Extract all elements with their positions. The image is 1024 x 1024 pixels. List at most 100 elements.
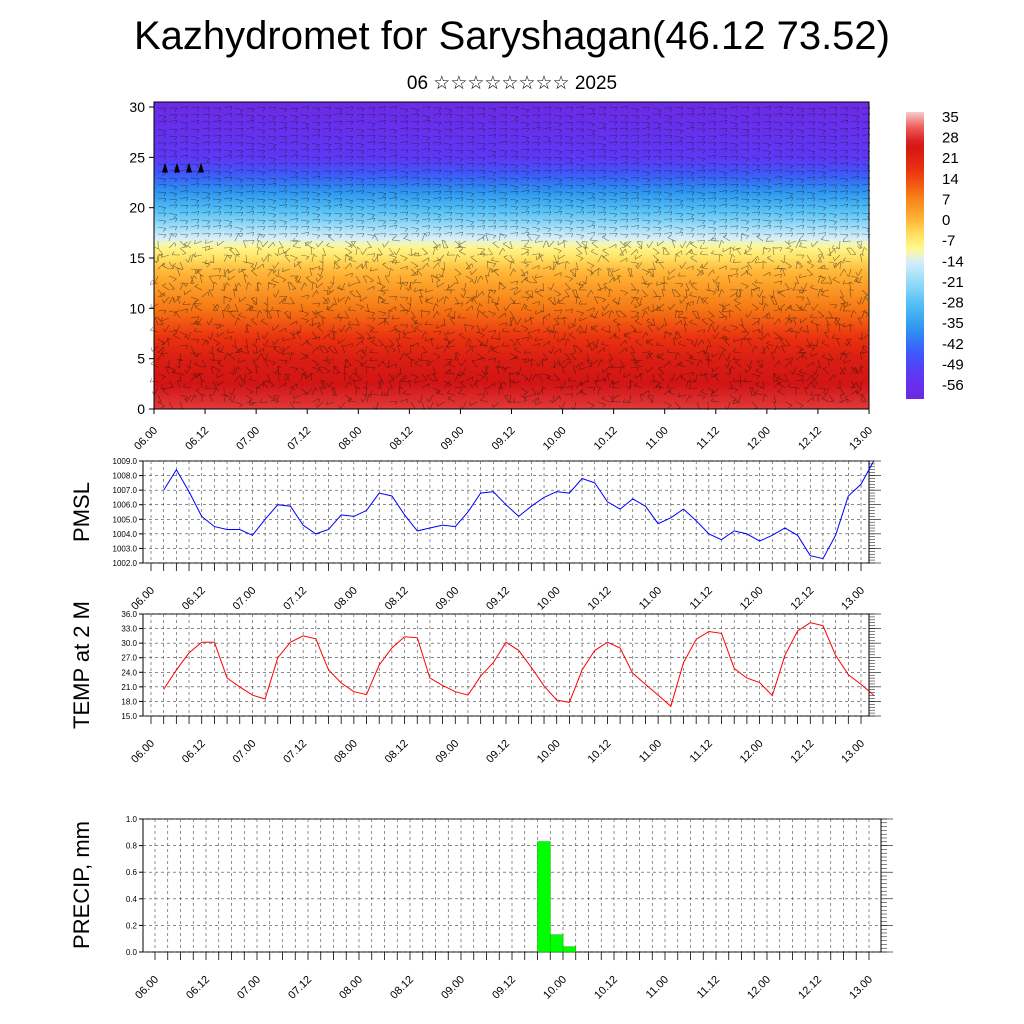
wind-arrow-marker bbox=[174, 162, 180, 173]
x-tick-label: 10.00 bbox=[535, 585, 563, 613]
pmsl-line bbox=[163, 460, 875, 560]
temp-line bbox=[163, 622, 875, 708]
y-tick-label: 1009.0 bbox=[113, 457, 138, 466]
x-tick-label: 09.12 bbox=[490, 974, 518, 1002]
x-tick-label: 07.00 bbox=[234, 425, 262, 453]
x-tick-label: 09.00 bbox=[439, 425, 467, 453]
precip-bar bbox=[550, 934, 564, 953]
x-tick-label: 07.12 bbox=[281, 585, 309, 613]
colorbar-label: 35 bbox=[942, 109, 959, 126]
y-tick-label: 0.2 bbox=[126, 921, 138, 930]
colorbar-label: 7 bbox=[942, 191, 950, 208]
x-tick-label: 12.12 bbox=[788, 585, 816, 613]
x-tick-label: 07.00 bbox=[231, 738, 259, 766]
x-tick-label: 07.12 bbox=[285, 425, 313, 453]
x-tick-label: 08.12 bbox=[388, 974, 416, 1002]
x-tick-label: 08.00 bbox=[337, 974, 365, 1002]
colorbar-label: 14 bbox=[942, 171, 959, 188]
y-tick-label: 1006.0 bbox=[113, 501, 138, 510]
temp-panel: 15.0 18.0 21.0 24.0 27.0 30.0 33.0 36.0 06.00 06.… bbox=[69, 601, 881, 766]
x-tick-label: 09.00 bbox=[433, 738, 461, 766]
y-tick-label: 0.6 bbox=[126, 868, 138, 877]
y-tick-label: 1004.0 bbox=[113, 530, 138, 539]
y-tick-label: 0.8 bbox=[126, 842, 138, 851]
colorbar-label: -35 bbox=[942, 315, 964, 332]
x-tick-label: 12.12 bbox=[788, 738, 816, 766]
x-tick-label: 13.00 bbox=[847, 425, 875, 453]
colorbar bbox=[906, 112, 924, 399]
x-tick-label: 11.12 bbox=[695, 425, 722, 452]
x-tick-label: 13.00 bbox=[847, 974, 875, 1002]
y-tick-label: 36.0 bbox=[121, 610, 137, 619]
wind-barbs bbox=[149, 105, 871, 411]
x-tick-label: 06.00 bbox=[133, 974, 161, 1002]
x-tick-label: 08.12 bbox=[388, 425, 416, 453]
x-tick-label: 11.00 bbox=[637, 585, 664, 612]
y-tick-label: 18.0 bbox=[121, 697, 137, 706]
x-tick-label: 08.00 bbox=[332, 585, 360, 613]
x-tick-label: 11.12 bbox=[688, 585, 715, 612]
colorbar-label: -42 bbox=[942, 336, 964, 353]
colorbar-label: 0 bbox=[942, 212, 950, 229]
x-tick-label: 11.12 bbox=[695, 974, 722, 1001]
y-tick-label: 1.0 bbox=[126, 815, 138, 824]
x-tick-label: 06.12 bbox=[180, 738, 208, 766]
y-tick-label: 10 bbox=[129, 300, 145, 316]
x-tick-label: 13.00 bbox=[839, 738, 867, 766]
x-tick-label: 07.12 bbox=[286, 974, 314, 1002]
pmsl-panel: 1002.0 1003.0 1004.0 1005.0 1006.0 1007.0 1008… bbox=[69, 457, 881, 613]
x-tick-label: 07.12 bbox=[281, 738, 309, 766]
y-tick-label: 24.0 bbox=[121, 668, 137, 677]
y-axis-title: PMSL bbox=[69, 482, 94, 542]
x-tick-label: 10.12 bbox=[592, 974, 620, 1002]
y-axis-title: TEMP at 2 M bbox=[69, 601, 94, 729]
x-tick-label: 10.12 bbox=[586, 738, 614, 766]
y-tick-label: 1008.0 bbox=[113, 472, 138, 481]
y-tick-label: 5 bbox=[137, 351, 145, 367]
y-tick-label: 1007.0 bbox=[113, 486, 138, 495]
y-tick-label: 21.0 bbox=[121, 683, 137, 692]
precip-bar bbox=[562, 946, 577, 953]
colorbar-label: 28 bbox=[942, 130, 959, 147]
x-tick-label: 12.00 bbox=[738, 738, 766, 766]
x-tick-label: 12.12 bbox=[796, 974, 824, 1002]
colorbar-label: -28 bbox=[942, 295, 964, 312]
x-tick-label: 11.12 bbox=[688, 738, 715, 765]
x-tick-label: 08.12 bbox=[383, 585, 411, 613]
y-tick-label: 0.0 bbox=[126, 948, 138, 957]
y-tick-label: 15.0 bbox=[121, 712, 137, 721]
precip-bar bbox=[537, 841, 551, 953]
x-tick-label: 12.00 bbox=[745, 425, 773, 453]
x-tick-label: 12.00 bbox=[745, 974, 773, 1002]
colorbar-label: -56 bbox=[942, 377, 964, 394]
x-tick-label: 11.00 bbox=[637, 738, 664, 765]
x-tick-label: 09.12 bbox=[484, 585, 512, 613]
x-tick-label: 06.00 bbox=[132, 425, 160, 453]
y-tick-label: 33.0 bbox=[121, 625, 137, 634]
x-tick-label: 11.00 bbox=[643, 425, 670, 452]
y-tick-label: 1005.0 bbox=[113, 515, 138, 524]
x-tick-label: 06.12 bbox=[183, 425, 211, 453]
x-tick-label: 07.00 bbox=[235, 974, 263, 1002]
x-tick-label: 07.00 bbox=[231, 585, 259, 613]
y-tick-label: 1003.0 bbox=[113, 544, 138, 553]
x-tick-label: 10.00 bbox=[535, 738, 563, 766]
y-tick-label: 1002.0 bbox=[113, 559, 138, 568]
x-tick-label: 12.00 bbox=[738, 585, 766, 613]
y-tick-label: 25 bbox=[129, 149, 145, 165]
colorbar-label: -49 bbox=[942, 356, 964, 373]
y-tick-label: 0 bbox=[137, 401, 145, 417]
y-axis-title: PRECIP, mm bbox=[69, 821, 94, 949]
page-title: Kazhydromet for Saryshagan(46.12 73.52) bbox=[134, 14, 890, 58]
colorbar-label: -14 bbox=[942, 253, 964, 270]
x-tick-label: 06.00 bbox=[129, 738, 157, 766]
y-tick-label: 0.4 bbox=[126, 895, 138, 904]
x-tick-label: 10.12 bbox=[592, 425, 620, 453]
wind-arrow-marker bbox=[198, 162, 204, 173]
y-tick-label: 20 bbox=[129, 200, 145, 216]
x-tick-label: 10.00 bbox=[541, 425, 569, 453]
colorbar-label: -7 bbox=[942, 233, 955, 250]
x-tick-label: 13.00 bbox=[839, 585, 867, 613]
colorbar-label: 21 bbox=[942, 150, 959, 167]
y-tick-label: 27.0 bbox=[121, 654, 137, 663]
